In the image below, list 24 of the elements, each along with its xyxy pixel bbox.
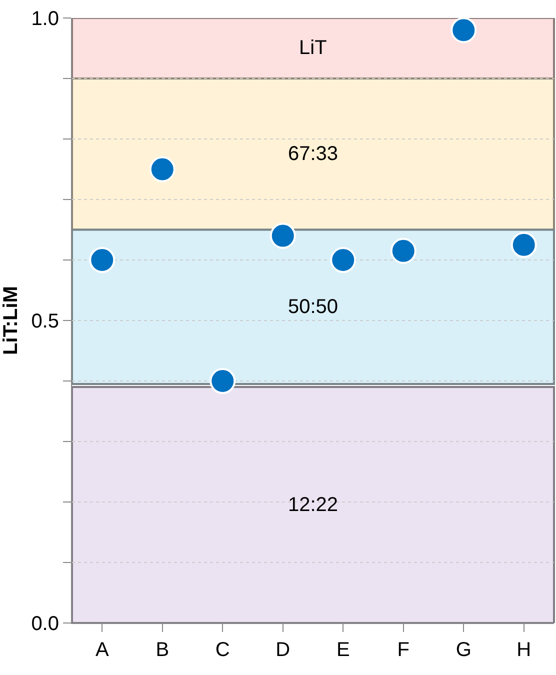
point bbox=[390, 238, 416, 264]
y-tick-label: 0.5 bbox=[31, 310, 59, 332]
x-tick-label: E bbox=[336, 639, 350, 661]
band-label: 12:22 bbox=[288, 494, 338, 516]
point bbox=[510, 232, 537, 258]
y-axis-title: LiT:LiM bbox=[0, 286, 22, 355]
x-tick-label: H bbox=[516, 639, 532, 661]
band-label: 50:50 bbox=[288, 296, 338, 318]
y-tick-label: 0.0 bbox=[31, 613, 59, 635]
point bbox=[89, 247, 116, 273]
point bbox=[450, 17, 477, 44]
point bbox=[210, 368, 236, 394]
x-tick-label: G bbox=[456, 639, 472, 661]
band-label: 67:33 bbox=[288, 143, 338, 165]
x-tick-label: F bbox=[397, 639, 410, 661]
x-tick-label: B bbox=[156, 639, 170, 661]
band-label: LiT bbox=[299, 37, 327, 59]
point bbox=[270, 222, 296, 249]
x-tick-label: D bbox=[276, 639, 290, 661]
point bbox=[330, 247, 356, 273]
x-tick-label: A bbox=[95, 639, 110, 661]
point bbox=[149, 156, 176, 182]
x-tick-label: C bbox=[215, 639, 230, 661]
y-tick-label: 1.0 bbox=[31, 8, 59, 30]
